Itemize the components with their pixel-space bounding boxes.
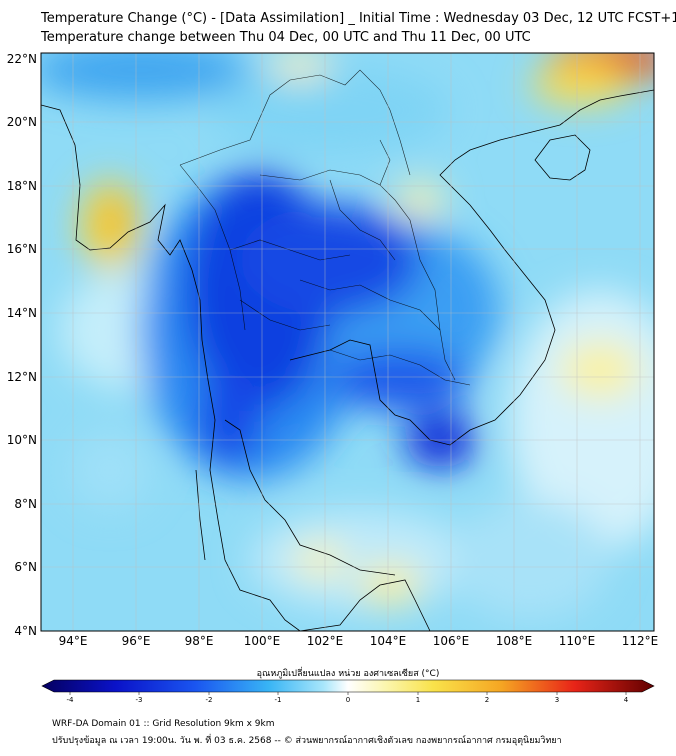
colorbar-label: อุณหภูมิเปลี่ยนแปลง หน่วย องศาเซลเซียส (… [257, 666, 440, 679]
colorbar-tick: 1 [416, 696, 420, 704]
lat-label: 20°N [7, 115, 37, 129]
lat-label: 22°N [7, 52, 37, 66]
footer-model-info: WRF-DA Domain 01 :: Grid Resolution 9km … [52, 719, 275, 729]
lat-label: 14°N [7, 306, 37, 320]
colorbar-tick: 0 [346, 696, 350, 704]
lat-label: 6°N [14, 560, 37, 574]
lat-label: 12°N [7, 370, 37, 384]
colorbar-tick: -4 [67, 696, 75, 704]
colorbar-scale [41, 679, 655, 693]
lon-label: 104°E [370, 634, 407, 648]
latitude-axis: 22°N 20°N 18°N 16°N 14°N 12°N 10°N 8°N 6… [7, 52, 37, 638]
lon-label: 96°E [122, 634, 151, 648]
lon-label: 106°E [433, 634, 470, 648]
map-title: Temperature Change (°C) - [Data Assimila… [41, 11, 676, 26]
colorbar-tick: -1 [275, 696, 282, 704]
colorbar-tick: -3 [136, 696, 143, 704]
lon-label: 102°E [307, 634, 344, 648]
map-subtitle: Temperature change between Thu 04 Dec, 0… [41, 30, 531, 45]
colorbar-tick: -2 [206, 696, 213, 704]
lat-label: 16°N [7, 242, 37, 256]
gridlines [41, 53, 654, 631]
coastline-layer [41, 89, 654, 631]
colorbar: อุณหภูมิเปลี่ยนแปลง หน่วย องศาเซลเซียส (… [41, 666, 655, 704]
colorbar-tick: 2 [485, 696, 489, 704]
lat-label: 10°N [7, 433, 37, 447]
lat-label: 4°N [14, 624, 37, 638]
lat-label: 18°N [7, 179, 37, 193]
colorbar-tick: 4 [624, 696, 629, 704]
map-frame [40, 52, 655, 632]
lon-label: 110°E [559, 634, 596, 648]
lon-label: 112°E [622, 634, 659, 648]
temperature-field [41, 53, 654, 631]
lon-label: 98°E [185, 634, 214, 648]
lon-label: 108°E [496, 634, 533, 648]
lon-label: 94°E [59, 634, 88, 648]
longitude-axis: 94°E 96°E 98°E 100°E 102°E 104°E 106°E 1… [59, 634, 659, 648]
lat-label: 8°N [14, 497, 37, 511]
footer-credit: ปรับปรุงข้อมูล ณ เวลา 19:00น. วัน พ. ที่… [52, 736, 562, 746]
lon-label: 100°E [244, 634, 281, 648]
colorbar-tick: 3 [555, 696, 559, 704]
